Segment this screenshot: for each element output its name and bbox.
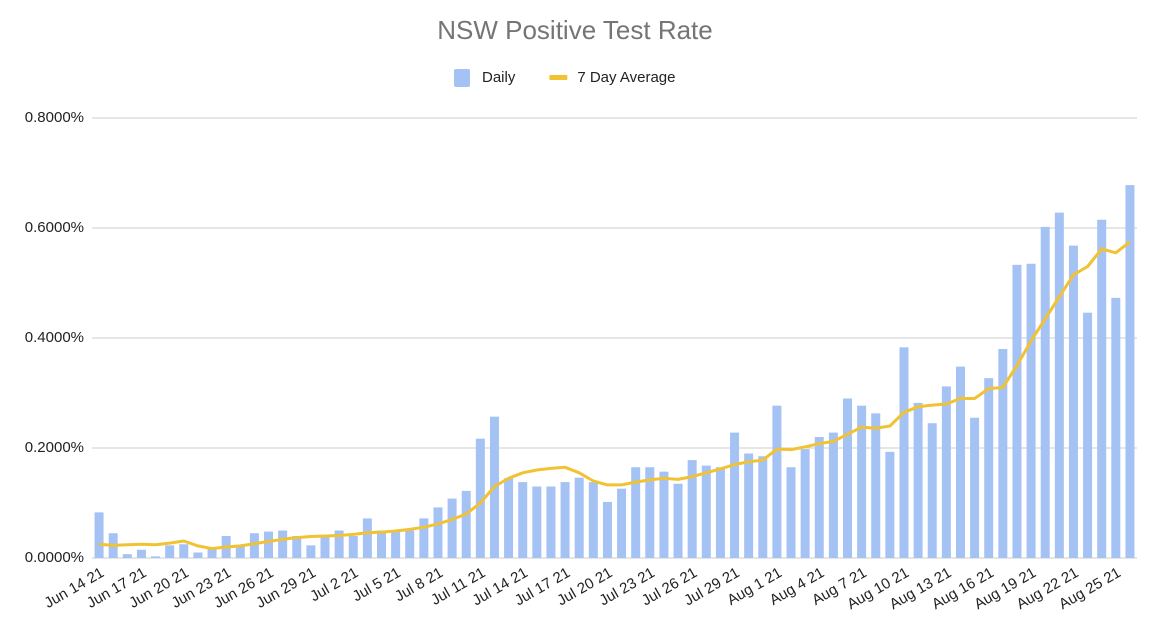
legend-label: Daily [482,69,516,86]
bar [913,402,923,558]
bar [193,552,203,558]
legend-label: 7 Day Average [577,69,675,86]
chart-title: NSW Positive Test Rate [437,15,713,45]
bar [772,405,782,558]
average-line [98,240,1131,551]
bar [885,451,895,558]
bar [475,438,485,558]
bar [179,544,189,558]
bar [278,530,288,558]
bar [1083,312,1093,558]
bar [122,554,132,558]
bar [588,482,598,558]
legend-swatch [549,75,568,80]
bar [235,545,245,558]
bar [984,378,994,558]
bar [843,398,853,558]
bar [631,467,641,558]
bar [391,531,401,558]
bar [602,501,612,558]
bar [1125,185,1135,558]
bar [659,471,669,558]
bar [376,530,386,558]
bar [532,486,542,558]
x-tick-label: Jul 5 21 [350,564,404,605]
bar [617,488,627,558]
bar [504,478,514,558]
bar [447,498,457,558]
bar [927,423,937,558]
bar [574,477,584,558]
bar [955,366,965,558]
bar [292,536,302,558]
bar [758,456,768,558]
bar [405,530,415,558]
bar [249,533,259,558]
x-tick-label: Jul 2 21 [307,564,361,605]
bar [1012,264,1022,558]
bar [207,548,217,558]
bar [560,482,570,558]
bar [264,531,274,558]
bar [518,482,528,558]
bar [673,483,683,558]
bar [857,405,867,558]
bar [730,432,740,558]
bar [645,467,655,558]
y-tick-label: 0.2000% [25,439,84,456]
bar [715,467,725,558]
bar [1097,219,1107,558]
bar [306,545,316,558]
bar [871,413,881,558]
bar [1040,226,1050,558]
bar [433,507,443,558]
bar [320,536,330,558]
y-tick-label: 0.6000% [25,219,84,236]
bar [334,530,344,558]
bar [94,512,104,558]
bar [687,460,697,558]
bar [546,486,556,558]
bar [744,453,754,558]
bar [800,449,810,558]
bar [941,386,951,558]
bar [1068,245,1078,558]
bar [151,556,161,558]
y-tick-label: 0.8000% [25,109,84,126]
bar [419,518,429,558]
bar [814,437,824,558]
bar [998,349,1008,558]
y-tick-label: 0.4000% [25,329,84,346]
bar [701,465,711,558]
legend-swatch [454,69,470,87]
y-tick-label: 0.0000% [25,549,84,566]
bar [165,545,175,558]
bar [362,518,372,558]
bar [1026,263,1036,558]
bar [1111,297,1121,558]
bar [348,536,358,558]
bar [786,467,796,558]
bar [970,417,980,558]
bar [136,549,146,558]
bar [899,347,909,558]
bar [828,432,838,558]
bar [1054,212,1064,558]
bar [461,490,471,558]
